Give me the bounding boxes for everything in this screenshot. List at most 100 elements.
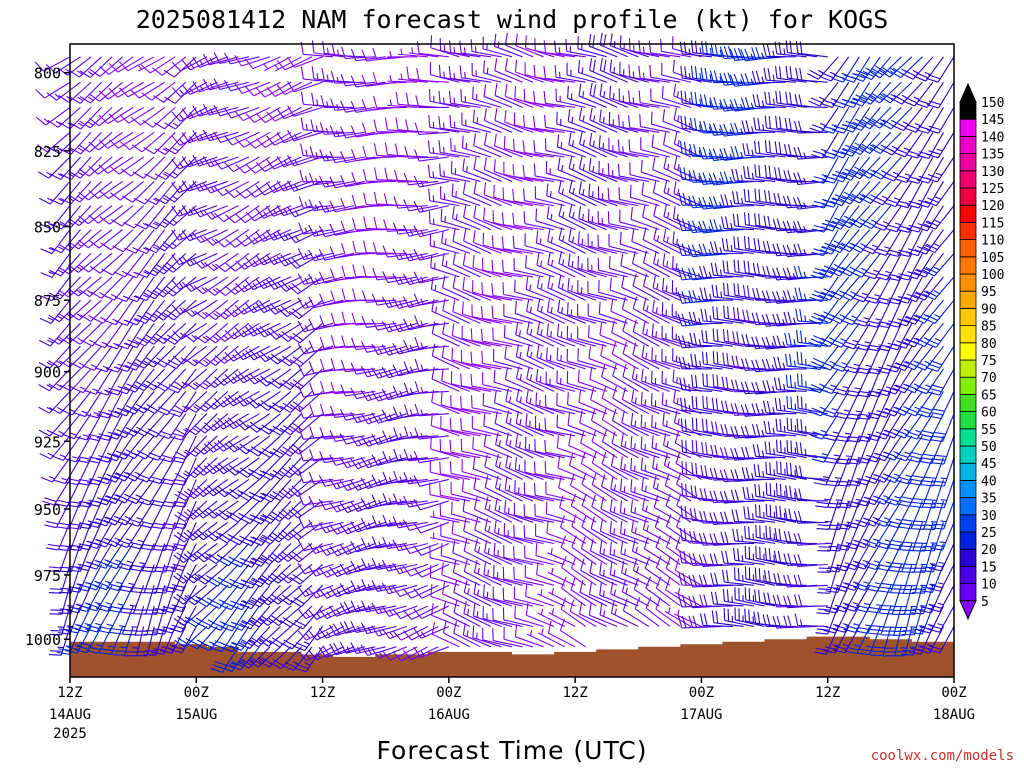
wind-barb — [171, 435, 197, 464]
barb-full — [171, 546, 184, 551]
barb-full — [161, 646, 175, 651]
barb-full — [463, 559, 468, 572]
barb-shaft — [102, 299, 124, 324]
wind-barb — [71, 368, 103, 394]
chart-title: 2025081412 NAM forecast wind profile (kt… — [136, 5, 889, 34]
barb-half — [488, 504, 491, 511]
barb-half — [211, 238, 217, 244]
barb-full — [427, 140, 431, 153]
barb-full — [299, 169, 304, 182]
barb-full — [522, 115, 526, 128]
barb-full — [163, 69, 175, 78]
barb-shaft — [143, 368, 166, 392]
wind-barb — [96, 391, 124, 419]
barb-half — [87, 290, 93, 295]
barb-shaft — [557, 146, 586, 158]
wind-barb — [213, 78, 250, 90]
barb-half — [388, 300, 393, 307]
barb-full — [461, 301, 464, 315]
wind-barb — [171, 252, 208, 266]
wind-barb — [78, 252, 113, 273]
barb-shaft — [126, 522, 145, 548]
barb-full — [40, 248, 53, 255]
wind-barb — [194, 435, 229, 455]
barb-full — [171, 135, 181, 146]
barb-shaft — [148, 479, 166, 506]
barb-shaft — [125, 391, 145, 417]
barb-full — [213, 78, 221, 90]
barb-shaft — [198, 131, 229, 142]
wind-barb — [213, 52, 250, 64]
barb-half — [498, 461, 502, 468]
barb-full — [143, 292, 156, 300]
barb-full — [115, 450, 128, 457]
barb-shaft — [69, 229, 92, 252]
barb-full — [159, 430, 172, 436]
barb-full — [153, 244, 165, 252]
barb-full — [39, 339, 51, 347]
barb-full — [56, 651, 70, 655]
barb-full — [84, 606, 97, 612]
barb-shaft — [86, 605, 103, 633]
barb-shaft — [163, 276, 187, 298]
wind-barb — [204, 390, 239, 410]
barb-shaft — [548, 611, 576, 627]
barb-full — [113, 432, 126, 439]
barb-full — [171, 304, 181, 315]
barb-full — [494, 83, 498, 96]
barb-full — [163, 218, 175, 226]
barb-full — [173, 522, 187, 526]
barb-full — [117, 385, 130, 392]
wind-barb — [505, 410, 534, 437]
barb-full — [350, 125, 357, 138]
barb-full — [449, 114, 452, 128]
barb-full — [164, 171, 176, 179]
barb-half — [74, 644, 82, 647]
barb-full — [301, 91, 304, 105]
barb-shaft — [515, 636, 544, 648]
wind-barb — [104, 543, 134, 570]
barb-shaft — [410, 563, 439, 577]
barb-shaft — [164, 585, 176, 614]
barb-half — [540, 329, 543, 336]
barb-full — [76, 645, 90, 650]
wind-barb — [224, 345, 260, 362]
wind-barb — [194, 322, 229, 344]
barb-full — [173, 543, 186, 547]
barb-half — [137, 64, 143, 70]
barb-shaft — [441, 242, 471, 254]
wind-barb — [414, 358, 449, 372]
barb-half — [571, 285, 573, 292]
wind-barb — [361, 122, 397, 136]
barb-full — [484, 132, 488, 145]
barb-full — [228, 440, 238, 451]
barb-full — [558, 475, 562, 488]
barb-half — [530, 351, 533, 358]
barb-shaft — [70, 181, 92, 205]
wind-barb — [184, 368, 218, 390]
barb-shaft — [70, 205, 92, 228]
wind-barb — [144, 413, 176, 438]
barb-full — [460, 417, 463, 431]
wind-barb — [79, 106, 113, 129]
wind-barb — [133, 585, 155, 615]
barb-shaft — [494, 45, 523, 58]
barb-full — [217, 440, 227, 450]
barb-half — [509, 418, 512, 425]
wind-barb — [205, 322, 239, 344]
wind-barb — [240, 564, 271, 589]
wind-barb — [88, 205, 123, 224]
barb-shaft — [73, 413, 92, 439]
wind-barb — [225, 276, 260, 295]
barb-full — [494, 497, 498, 511]
barb-shaft — [108, 391, 124, 419]
barb-full — [58, 360, 70, 368]
barb-half — [101, 341, 108, 345]
barb-shaft — [117, 391, 134, 418]
barb-full — [382, 471, 389, 484]
barb-full — [225, 262, 236, 272]
barb-full — [339, 563, 348, 575]
barb-half — [274, 64, 280, 70]
barb-shaft — [93, 345, 113, 371]
